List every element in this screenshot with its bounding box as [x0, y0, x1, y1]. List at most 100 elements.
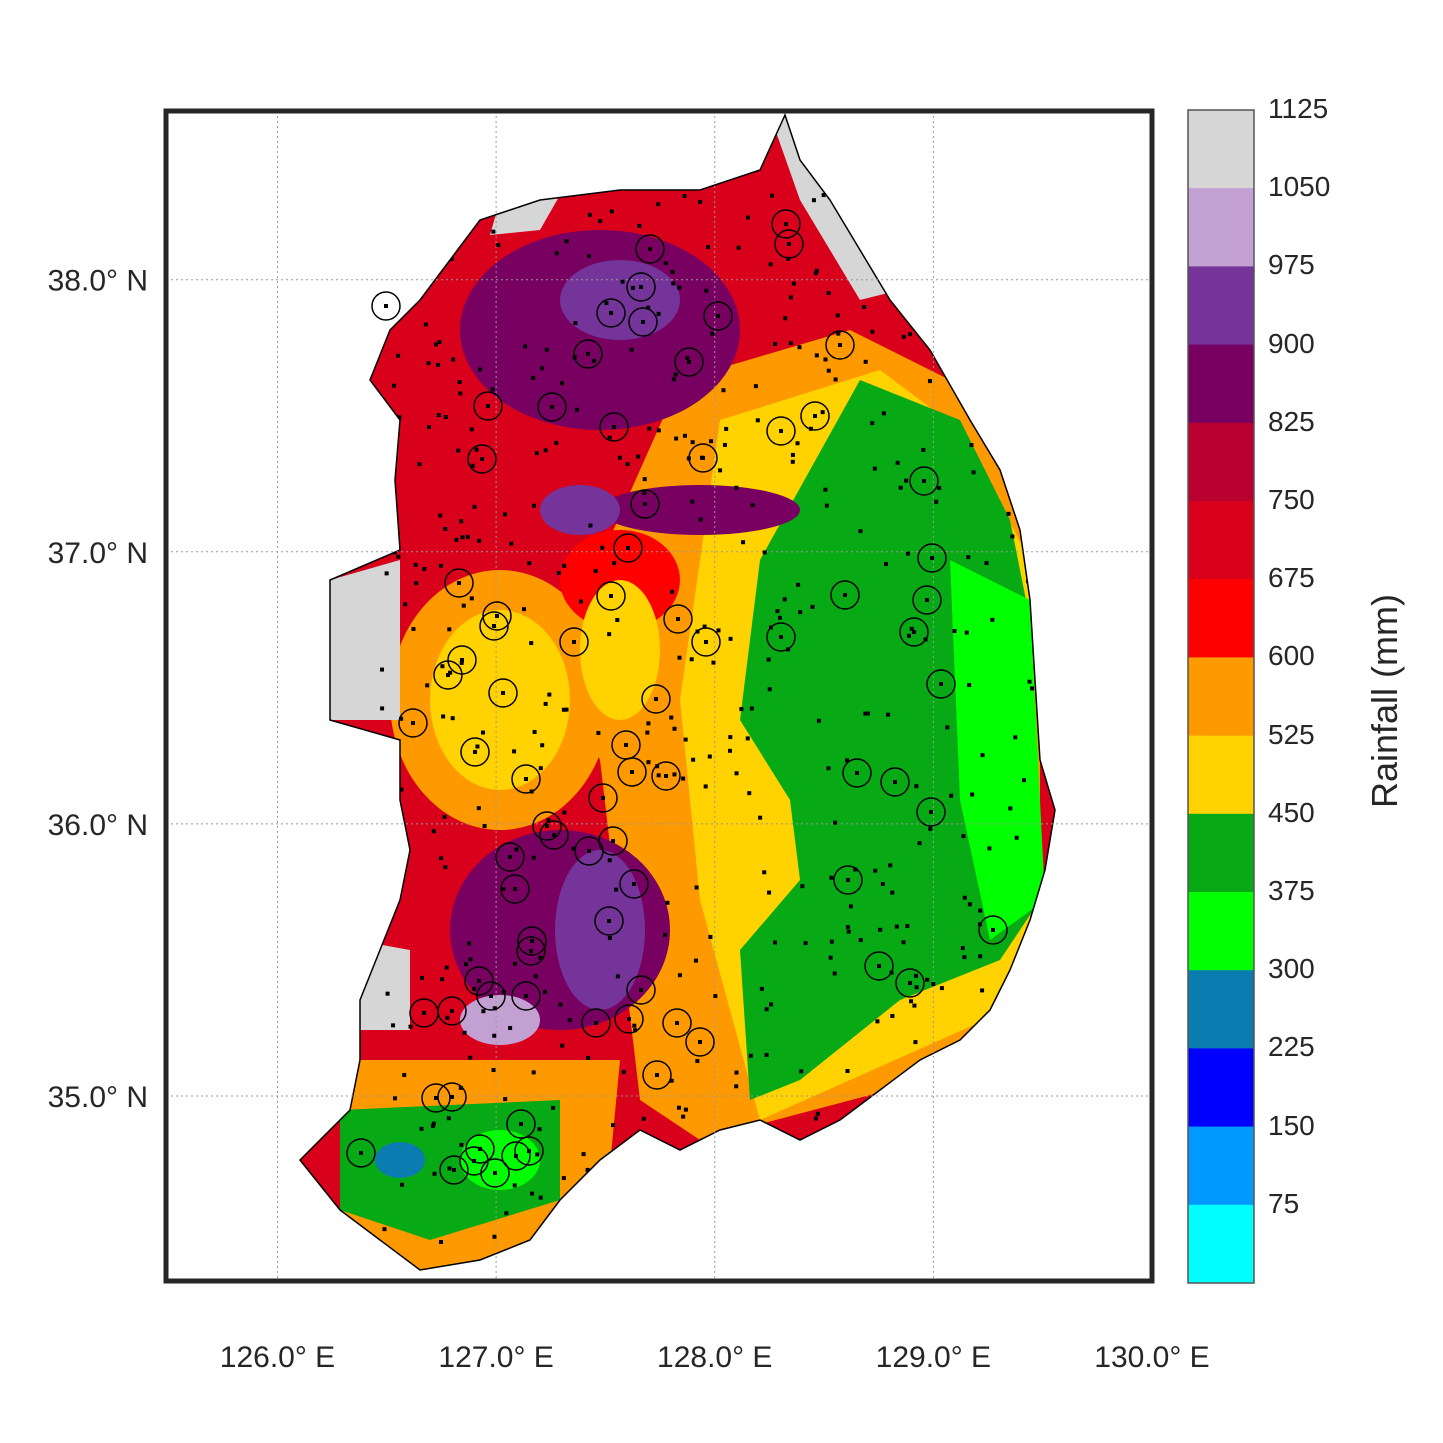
station-dot: [803, 941, 808, 946]
station-dot: [562, 810, 567, 815]
station-circle: [833, 865, 863, 895]
colorbar-segment: [1188, 579, 1254, 658]
station-dot: [843, 593, 847, 597]
station-dot: [768, 262, 773, 267]
station-dot: [438, 563, 443, 568]
station-circle: [596, 298, 626, 328]
station-dot: [728, 636, 733, 641]
station-dot: [609, 594, 613, 598]
station-dot: [524, 994, 528, 998]
colorbar-segment: [1188, 1126, 1254, 1206]
station-circle: [830, 580, 860, 610]
station-dot: [639, 285, 643, 289]
station-dot: [734, 771, 739, 776]
station-dot: [1014, 835, 1019, 840]
station-dot: [706, 245, 711, 250]
station-dot: [452, 1168, 456, 1172]
station-dot: [467, 941, 472, 946]
station-dot: [461, 603, 466, 608]
station-dot: [665, 900, 670, 905]
station-dot: [482, 824, 487, 829]
station-dot: [713, 994, 718, 999]
station-circle: [506, 1109, 536, 1139]
station-dot: [581, 1152, 586, 1157]
station-circle: [598, 826, 628, 856]
station-dot: [939, 682, 943, 686]
station-dot: [813, 1116, 818, 1121]
station-dot: [654, 697, 658, 701]
station-dot: [828, 955, 833, 960]
station-dot: [750, 503, 755, 508]
station-dot: [491, 1068, 496, 1073]
station-dot: [673, 372, 678, 377]
station-dot: [683, 737, 688, 742]
station-circle: [464, 966, 494, 996]
station-dot: [460, 658, 464, 662]
colorbar-label: 75: [1268, 1187, 1300, 1219]
station-dot: [450, 1095, 454, 1099]
station-dot: [533, 974, 538, 979]
colorbar-segment: [1188, 892, 1254, 971]
station-dot: [438, 513, 443, 518]
x-tick-label: 129.0° E: [876, 1341, 991, 1374]
station-dot: [530, 939, 534, 943]
station-circle: [662, 1008, 692, 1038]
station-circle: [433, 660, 463, 690]
station-dot: [810, 604, 815, 609]
colorbar-segment: [1188, 110, 1254, 189]
station-dot: [502, 512, 507, 517]
station-dot: [798, 610, 803, 615]
station-dot: [645, 730, 650, 735]
station-dot: [872, 466, 877, 471]
station-dot: [724, 426, 729, 431]
station-dot: [987, 846, 992, 851]
station-circle: [573, 339, 603, 369]
station-dot: [392, 550, 397, 555]
station-dot: [682, 433, 687, 438]
station-dot: [734, 1070, 739, 1075]
station-dot: [437, 339, 442, 344]
station-dot: [826, 766, 831, 771]
station-dot: [402, 1072, 407, 1077]
colorbar-label: 450: [1268, 796, 1315, 828]
station-dot: [447, 1166, 452, 1171]
station-dot: [782, 597, 787, 602]
station-dot: [512, 1183, 517, 1188]
colorbar: [1187, 109, 1255, 1284]
station-dot: [931, 982, 936, 987]
station-circle: [517, 926, 547, 956]
station-circle: [594, 906, 624, 936]
station-dot: [770, 193, 775, 198]
station-dot: [473, 750, 477, 754]
station-circle: [539, 820, 569, 850]
station-dot: [811, 198, 816, 203]
station-dot: [430, 1123, 435, 1128]
station-circle: [479, 611, 509, 641]
station-dot: [399, 1182, 404, 1187]
station-dot: [779, 635, 783, 639]
station-dot: [814, 268, 819, 273]
station-dot: [423, 322, 428, 327]
station-dot: [391, 1023, 396, 1028]
station-dot: [480, 457, 484, 461]
station-dot: [747, 791, 752, 796]
station-dot: [848, 904, 853, 909]
station-circle: [480, 1158, 510, 1188]
station-dot: [503, 1097, 508, 1102]
station-dot: [844, 758, 849, 763]
station-dot: [604, 301, 609, 306]
station-dot: [707, 754, 712, 759]
station-dot: [833, 820, 838, 825]
station-dot: [656, 202, 661, 207]
station-dot: [643, 502, 647, 506]
station-dot: [422, 567, 427, 572]
station-dot: [359, 1151, 363, 1155]
colorbar-label: 1050: [1268, 171, 1331, 203]
station-dot: [607, 858, 612, 863]
station-dot: [755, 418, 760, 423]
station-dot: [708, 934, 713, 939]
station-dot: [858, 529, 863, 534]
station-dot: [788, 341, 793, 346]
station-dot: [925, 598, 929, 602]
station-dot: [880, 881, 885, 886]
